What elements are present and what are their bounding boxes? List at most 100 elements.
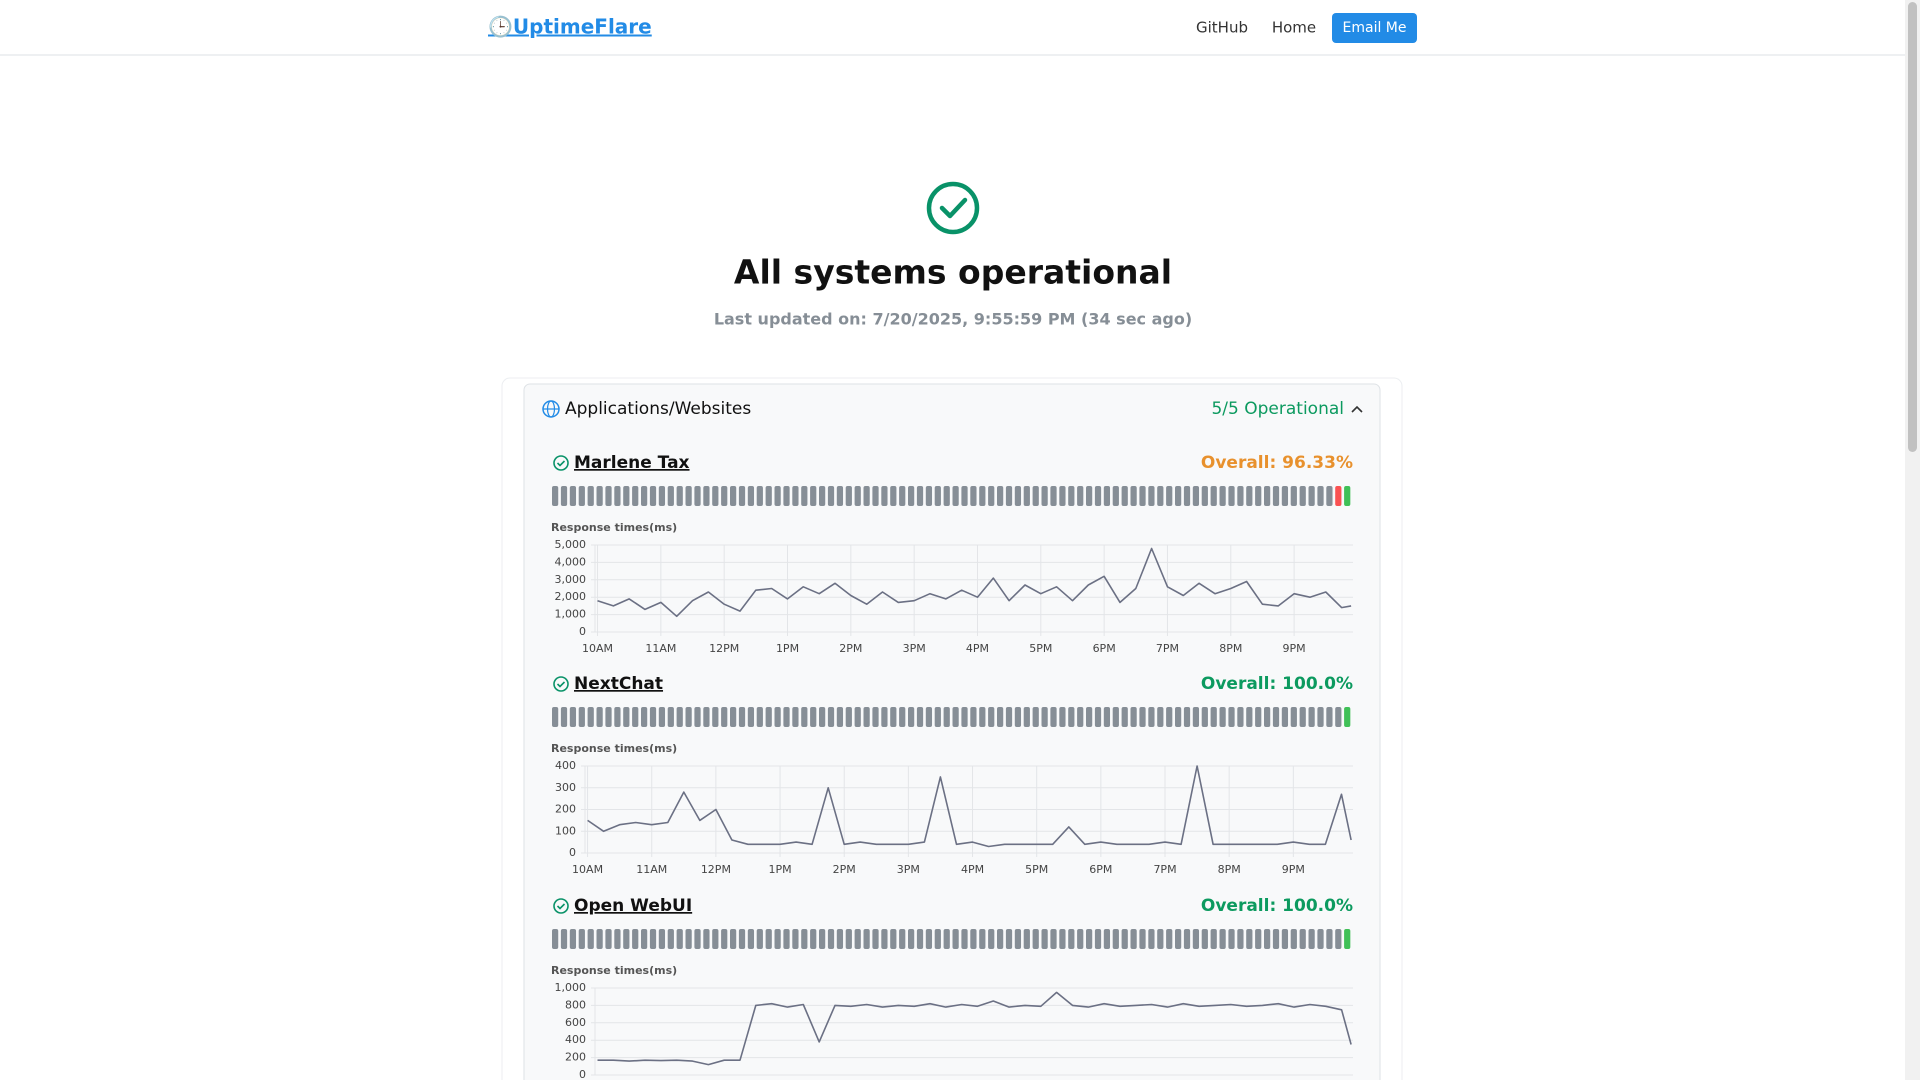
status-bar[interactable] <box>1272 707 1280 727</box>
status-bar[interactable] <box>908 486 915 506</box>
status-bar[interactable] <box>1183 707 1191 727</box>
status-bar[interactable] <box>1077 929 1084 949</box>
status-bar[interactable] <box>1299 929 1306 949</box>
status-bar[interactable] <box>587 707 594 727</box>
status-bar[interactable] <box>1201 486 1208 506</box>
status-bar[interactable] <box>1246 486 1253 506</box>
status-bar[interactable] <box>552 929 559 949</box>
status-bar[interactable] <box>694 929 701 949</box>
status-bar[interactable] <box>1264 486 1271 506</box>
status-bar[interactable] <box>569 486 577 506</box>
status-bar[interactable] <box>1264 929 1271 949</box>
status-bar[interactable] <box>836 707 844 727</box>
status-bar[interactable] <box>685 707 692 727</box>
status-bar[interactable] <box>881 486 888 506</box>
status-bar[interactable] <box>765 486 772 506</box>
status-bar[interactable] <box>970 486 977 506</box>
status-bar[interactable] <box>1103 707 1111 727</box>
status-bar[interactable] <box>641 707 648 727</box>
status-bar[interactable] <box>1032 486 1039 506</box>
status-bar[interactable] <box>1210 929 1217 949</box>
status-bar[interactable] <box>587 929 594 949</box>
status-bar[interactable] <box>863 707 870 727</box>
status-bar[interactable] <box>1094 707 1102 727</box>
email-button-label[interactable]: Email Me <box>1343 20 1407 36</box>
status-bar[interactable] <box>560 486 568 506</box>
status-bar[interactable] <box>1050 929 1057 949</box>
status-bar[interactable] <box>738 929 746 949</box>
status-bar[interactable] <box>747 486 755 506</box>
status-bar[interactable] <box>623 929 630 949</box>
status-bar[interactable] <box>1201 929 1208 949</box>
status-bar[interactable] <box>1290 929 1297 949</box>
status-bar[interactable] <box>721 486 728 506</box>
status-bar[interactable] <box>560 929 568 949</box>
status-bar[interactable] <box>863 929 870 949</box>
status-bar[interactable] <box>1086 486 1093 506</box>
status-bar[interactable] <box>1014 929 1022 949</box>
status-bar[interactable] <box>827 486 835 506</box>
status-bar[interactable] <box>952 929 959 949</box>
status-bar[interactable] <box>1059 929 1066 949</box>
status-bar[interactable] <box>819 486 826 506</box>
status-bar[interactable] <box>854 707 861 727</box>
status-bar[interactable] <box>1050 486 1057 506</box>
status-bar[interactable] <box>747 707 755 727</box>
status-bar[interactable] <box>810 707 817 727</box>
status-bar[interactable] <box>1272 486 1280 506</box>
status-bar[interactable] <box>1308 486 1315 506</box>
status-bar[interactable] <box>1014 486 1022 506</box>
status-bar[interactable] <box>1317 929 1324 949</box>
status-bar[interactable] <box>801 707 808 727</box>
status-bar[interactable] <box>1255 929 1262 949</box>
status-bar[interactable] <box>738 486 746 506</box>
status-bar[interactable] <box>1219 486 1226 506</box>
status-bar[interactable] <box>1192 707 1200 727</box>
status-bar[interactable] <box>1130 707 1137 727</box>
status-bar[interactable] <box>730 929 737 949</box>
status-bar[interactable] <box>694 707 701 727</box>
status-bar[interactable] <box>1210 707 1217 727</box>
status-bar[interactable] <box>792 707 799 727</box>
status-bar[interactable] <box>1344 929 1351 949</box>
status-bar[interactable] <box>1005 929 1013 949</box>
status-bar[interactable] <box>1281 486 1289 506</box>
status-bar[interactable] <box>961 929 968 949</box>
status-bar[interactable] <box>667 486 674 506</box>
status-bar[interactable] <box>1130 929 1137 949</box>
status-bar[interactable] <box>1139 707 1146 727</box>
status-bar[interactable] <box>863 486 870 506</box>
status-bar[interactable] <box>934 486 941 506</box>
status-bar[interactable] <box>658 486 666 506</box>
status-bar[interactable] <box>1228 929 1235 949</box>
status-bar[interactable] <box>721 707 728 727</box>
status-bar[interactable] <box>623 707 630 727</box>
status-bar[interactable] <box>979 929 986 949</box>
status-bar[interactable] <box>1317 707 1324 727</box>
status-bar[interactable] <box>925 486 933 506</box>
status-bar[interactable] <box>569 929 577 949</box>
status-bar[interactable] <box>943 707 950 727</box>
status-bar[interactable] <box>632 707 639 727</box>
status-bar[interactable] <box>1255 707 1262 727</box>
status-bar[interactable] <box>916 486 924 506</box>
status-bar[interactable] <box>827 707 835 727</box>
status-bar[interactable] <box>854 929 861 949</box>
status-bar[interactable] <box>792 929 799 949</box>
status-bar[interactable] <box>1246 929 1253 949</box>
status-bar[interactable] <box>614 707 621 727</box>
status-bar[interactable] <box>1086 929 1093 949</box>
status-bar[interactable] <box>765 707 772 727</box>
status-bar[interactable] <box>774 707 781 727</box>
status-bar[interactable] <box>712 929 719 949</box>
status-bar[interactable] <box>836 486 844 506</box>
status-bar[interactable] <box>614 486 621 506</box>
status-bar[interactable] <box>836 929 844 949</box>
status-bar[interactable] <box>1050 707 1057 727</box>
status-bar[interactable] <box>596 929 603 949</box>
status-bar[interactable] <box>979 707 986 727</box>
status-bar[interactable] <box>1326 486 1333 506</box>
status-bar[interactable] <box>1032 707 1039 727</box>
status-bar[interactable] <box>988 929 995 949</box>
status-bar[interactable] <box>685 486 692 506</box>
